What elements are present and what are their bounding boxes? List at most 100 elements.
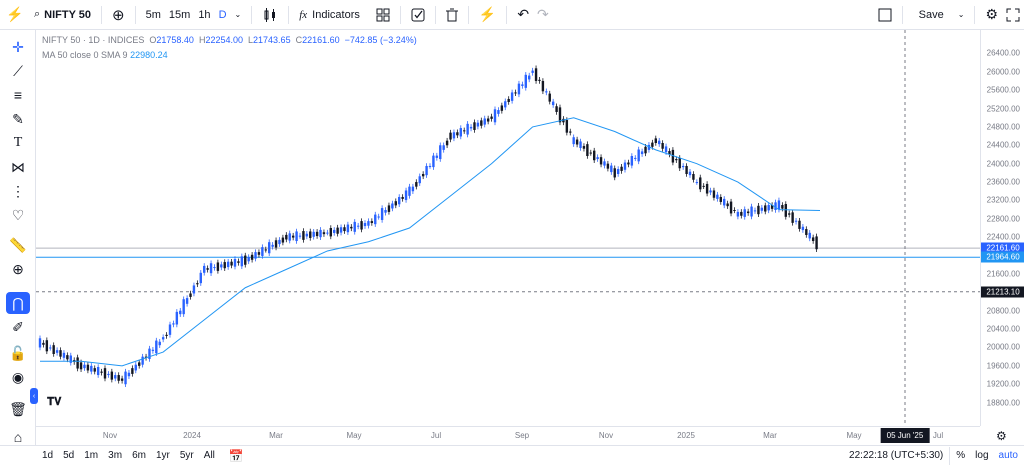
timeframe-15m[interactable]: 15m — [168, 8, 191, 21]
candle — [141, 353, 144, 368]
log-toggle[interactable]: log — [975, 450, 989, 461]
axis-settings-gear-icon[interactable]: ⚙ — [996, 429, 1007, 443]
lightning-icon[interactable]: ⚡ — [478, 6, 497, 22]
candle — [531, 67, 534, 76]
timeframe-d[interactable]: D — [218, 8, 227, 21]
auto-toggle[interactable]: auto — [998, 450, 1018, 461]
candle — [671, 147, 675, 166]
trash-icon[interactable]: 🗑 — [9, 400, 27, 417]
brush-icon[interactable]: ✎ — [12, 110, 24, 127]
candle — [777, 197, 781, 213]
range-1m[interactable]: 1m — [84, 450, 99, 461]
candle — [746, 208, 750, 216]
lock-icon[interactable]: 🔓 — [9, 344, 27, 361]
crosshair-icon[interactable]: ✛ — [12, 38, 24, 55]
candle — [439, 142, 442, 162]
time-tick: Mar — [269, 431, 283, 440]
candle — [274, 237, 278, 251]
candle — [620, 163, 623, 174]
ruler-icon[interactable]: 📏 — [9, 236, 27, 253]
price-tick: 24000.00 — [986, 159, 1020, 169]
range-5yr[interactable]: 5yr — [179, 450, 194, 461]
range-All[interactable]: All — [203, 450, 215, 461]
candle — [226, 258, 230, 270]
chart-pane[interactable] — [36, 30, 980, 426]
candle — [500, 102, 504, 114]
undo-icon[interactable]: ↶ — [517, 6, 530, 22]
trash-icon[interactable] — [442, 0, 462, 30]
price-tick: 20800.00 — [986, 306, 1020, 316]
text-icon[interactable]: T — [13, 135, 23, 150]
range-1d[interactable]: 1d — [42, 450, 54, 461]
candle — [589, 149, 592, 156]
candle — [83, 361, 86, 371]
divider — [251, 5, 253, 24]
legend-row-ma[interactable]: MA 50 close 0 SMA 9 22980.24 — [42, 48, 417, 63]
chevron-down-icon[interactable]: ⌄ — [957, 10, 965, 19]
candle — [637, 146, 640, 165]
fullscreen-icon[interactable] — [1002, 0, 1024, 30]
time-axis[interactable]: 05 Jun '25 ⚙ Nov 2024 Mar May Jul Sep Nov 2025 M… — [36, 426, 1007, 445]
candle — [750, 203, 753, 220]
prediction-icon[interactable]: ⋮ — [11, 182, 25, 199]
price-tick: 24800.00 — [986, 122, 1020, 132]
pattern-icon[interactable]: ⋈ — [11, 158, 25, 175]
chevron-down-icon[interactable]: ⌄ — [234, 10, 242, 19]
candle — [603, 158, 606, 169]
collapse-toolbar-handle[interactable]: ‹ — [30, 388, 38, 404]
horizontal-lines-icon[interactable]: ≡ — [13, 87, 23, 103]
candle — [281, 234, 285, 246]
timeframe-1h[interactable]: 1h — [198, 8, 211, 21]
candle — [473, 119, 476, 133]
object-tree-icon[interactable]: ⌂ — [13, 429, 23, 445]
candle — [452, 129, 456, 142]
candle — [66, 352, 69, 363]
redo-icon[interactable]: ↷ — [537, 6, 549, 22]
candle — [185, 295, 189, 307]
zoom-in-icon[interactable]: ⊕ — [12, 260, 24, 277]
timeframe-5m[interactable]: 5m — [145, 8, 161, 21]
save-button[interactable]: Save — [918, 8, 944, 21]
candle — [743, 206, 746, 220]
candle — [59, 347, 62, 360]
indicators-button[interactable]: fx Indicators — [295, 0, 364, 30]
candle — [534, 65, 538, 84]
alert-checkbox-icon[interactable] — [407, 0, 429, 30]
compare-icon[interactable]: ⊕ — [112, 6, 125, 24]
eye-icon[interactable]: ◉ — [11, 368, 25, 385]
heart-icon[interactable]: ♡ — [11, 206, 25, 223]
candle — [634, 155, 637, 162]
low-value: 21743.65 — [253, 35, 291, 45]
time-tick: Jul — [932, 431, 944, 440]
magnet-icon[interactable]: ⋂ — [6, 292, 30, 314]
candle — [172, 320, 175, 328]
candle — [86, 361, 90, 374]
high-label: H — [198, 35, 206, 45]
candle — [497, 107, 500, 117]
price-axis[interactable]: 26400.00 26000.00 25600.00 25200.00 24800.00… — [980, 30, 1024, 426]
candle — [794, 217, 798, 225]
trend-line-icon[interactable]: ⟋ — [13, 62, 23, 79]
templates-icon[interactable] — [372, 0, 394, 30]
range-5d[interactable]: 5d — [63, 450, 75, 461]
tradingview-logo[interactable]: 𝐓𝐕 — [47, 396, 62, 408]
calendar-range-icon[interactable]: 📅 — [228, 448, 244, 463]
candle — [723, 196, 726, 209]
price-chart[interactable] — [36, 30, 980, 426]
legend-row-ohlc: NIFTY 50 · 1D · INDICES O21758.40 H22254… — [42, 33, 417, 48]
clock[interactable]: 22:22:18 (UTC+5:30) — [849, 450, 944, 461]
range-3m[interactable]: 3m — [108, 450, 123, 461]
range-1yr[interactable]: 1yr — [155, 450, 170, 461]
candle — [223, 259, 226, 271]
lock-pencil-icon[interactable]: ✐ — [12, 318, 24, 335]
high-value: 22254.00 — [205, 35, 243, 45]
candle — [93, 365, 96, 375]
range-6m[interactable]: 6m — [132, 450, 146, 461]
divider — [506, 5, 508, 24]
settings-gear-icon[interactable]: ⚙ — [985, 6, 998, 22]
candles-icon[interactable] — [258, 0, 282, 30]
percent-toggle[interactable]: % — [956, 450, 966, 461]
logo-icon[interactable]: ⚡ — [6, 6, 24, 22]
symbol-search[interactable]: ⌕ NIFTY 50 — [30, 0, 95, 30]
layout-icon[interactable] — [874, 0, 896, 30]
